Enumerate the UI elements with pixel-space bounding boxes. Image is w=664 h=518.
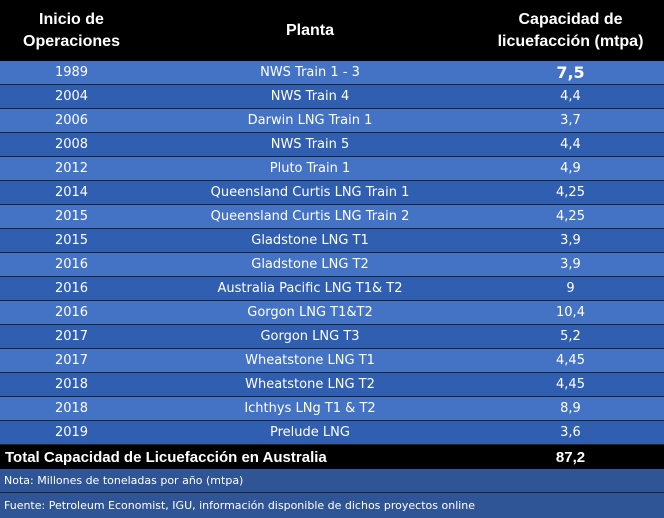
cell-capacity: 4,9 bbox=[560, 161, 581, 176]
cell-plant: Gorgon LNG T3 bbox=[260, 329, 360, 344]
cell-plant: Gladstone LNG T1 bbox=[251, 233, 369, 248]
cell-capacity: 4,45 bbox=[556, 377, 585, 392]
cell-capacity: 3,6 bbox=[560, 425, 581, 440]
header-capacity: Capacidad de licuefacción (mtpa) bbox=[497, 10, 644, 50]
unit-note: Nota: Millones de toneladas por año (mtp… bbox=[0, 469, 664, 493]
cell-capacity: 4,4 bbox=[560, 89, 581, 104]
cell-year: 2014 bbox=[54, 185, 89, 200]
cell-year: 2019 bbox=[54, 425, 89, 440]
table-row: 2016 Gorgon LNG T1&T2 10,4 bbox=[0, 301, 664, 325]
cell-year: 2018 bbox=[54, 377, 89, 392]
header-plant: Planta bbox=[285, 21, 334, 39]
cell-capacity: 4,25 bbox=[556, 209, 585, 224]
table-row: 2015 Queensland Curtis LNG Train 2 4,25 bbox=[0, 205, 664, 229]
cell-plant: Gorgon LNG T1&T2 bbox=[247, 305, 373, 320]
cell-plant: Prelude LNG bbox=[270, 425, 350, 440]
cell-capacity: 9 bbox=[566, 281, 575, 296]
cell-year: 2015 bbox=[54, 209, 89, 224]
table-row: 2008 NWS Train 5 4,4 bbox=[0, 133, 664, 157]
cell-plant: Queensland Curtis LNG Train 2 bbox=[210, 209, 410, 224]
cell-year: 2016 bbox=[54, 257, 89, 272]
header-start-year: Inicio de Operaciones bbox=[23, 10, 120, 50]
cell-year: 2016 bbox=[54, 281, 89, 296]
cell-plant: NWS Train 1 - 3 bbox=[260, 65, 360, 80]
cell-capacity: 3,9 bbox=[560, 233, 581, 248]
cell-year: 2016 bbox=[54, 305, 89, 320]
cell-year: 2012 bbox=[54, 161, 89, 176]
table-row: 2016 Gladstone LNG T2 3,9 bbox=[0, 253, 664, 277]
cell-year: 2018 bbox=[54, 401, 89, 416]
cell-capacity: 8,9 bbox=[560, 401, 581, 416]
cell-capacity: 4,4 bbox=[560, 137, 581, 152]
table-row: 1989 NWS Train 1 - 3 7,5 bbox=[0, 61, 664, 85]
cell-capacity: 7,5 bbox=[556, 63, 585, 82]
table-row: 2018 Ichthys LNg T1 & T2 8,9 bbox=[0, 397, 664, 421]
total-label: Total Capacidad de Licuefacción en Austr… bbox=[5, 448, 327, 466]
cell-year: 2006 bbox=[54, 113, 89, 128]
cell-year: 2004 bbox=[54, 89, 89, 104]
table-header: Inicio de Operaciones Planta Capacidad d… bbox=[0, 0, 664, 61]
table-row: 2006 Darwin LNG Train 1 3,7 bbox=[0, 109, 664, 133]
cell-capacity: 4,45 bbox=[556, 353, 585, 368]
cell-capacity: 3,9 bbox=[560, 257, 581, 272]
cell-year: 2017 bbox=[54, 329, 89, 344]
table-row: 2018 Wheatstone LNG T2 4,45 bbox=[0, 373, 664, 397]
table-row: 2012 Pluto Train 1 4,9 bbox=[0, 157, 664, 181]
table-row: 2015 Gladstone LNG T1 3,9 bbox=[0, 229, 664, 253]
total-value: 87,2 bbox=[555, 448, 586, 466]
cell-capacity: 10,4 bbox=[556, 305, 585, 320]
cell-year: 2015 bbox=[54, 233, 89, 248]
cell-plant: Australia Pacific LNG T1& T2 bbox=[217, 281, 403, 296]
cell-capacity: 4,25 bbox=[556, 185, 585, 200]
table-body: 1989 NWS Train 1 - 3 7,5 2004 NWS Train … bbox=[0, 61, 664, 445]
cell-plant: Wheatstone LNG T1 bbox=[245, 353, 375, 368]
table-row: 2004 NWS Train 4 4,4 bbox=[0, 85, 664, 109]
cell-capacity: 5,2 bbox=[560, 329, 581, 344]
table-row: 2016 Australia Pacific LNG T1& T2 9 bbox=[0, 277, 664, 301]
source-note: Fuente: Petroleum Economist, IGU, inform… bbox=[0, 493, 664, 518]
cell-plant: NWS Train 5 bbox=[270, 137, 350, 152]
cell-year: 2008 bbox=[54, 137, 89, 152]
cell-plant: Gladstone LNG T2 bbox=[251, 257, 369, 272]
cell-plant: Darwin LNG Train 1 bbox=[247, 113, 373, 128]
cell-capacity: 3,7 bbox=[560, 113, 581, 128]
cell-plant: NWS Train 4 bbox=[270, 89, 350, 104]
cell-plant: Wheatstone LNG T2 bbox=[245, 377, 375, 392]
table-row: 2019 Prelude LNG 3,6 bbox=[0, 421, 664, 445]
cell-plant: Pluto Train 1 bbox=[269, 161, 351, 176]
table-row: 2017 Wheatstone LNG T1 4,45 bbox=[0, 349, 664, 373]
total-row: Total Capacidad de Licuefacción en Austr… bbox=[0, 445, 664, 469]
cell-year: 2017 bbox=[54, 353, 89, 368]
cell-year: 1989 bbox=[54, 65, 89, 80]
cell-plant: Queensland Curtis LNG Train 1 bbox=[210, 185, 410, 200]
cell-plant: Ichthys LNg T1 & T2 bbox=[244, 401, 376, 416]
table-row: 2014 Queensland Curtis LNG Train 1 4,25 bbox=[0, 181, 664, 205]
table-row: 2017 Gorgon LNG T3 5,2 bbox=[0, 325, 664, 349]
